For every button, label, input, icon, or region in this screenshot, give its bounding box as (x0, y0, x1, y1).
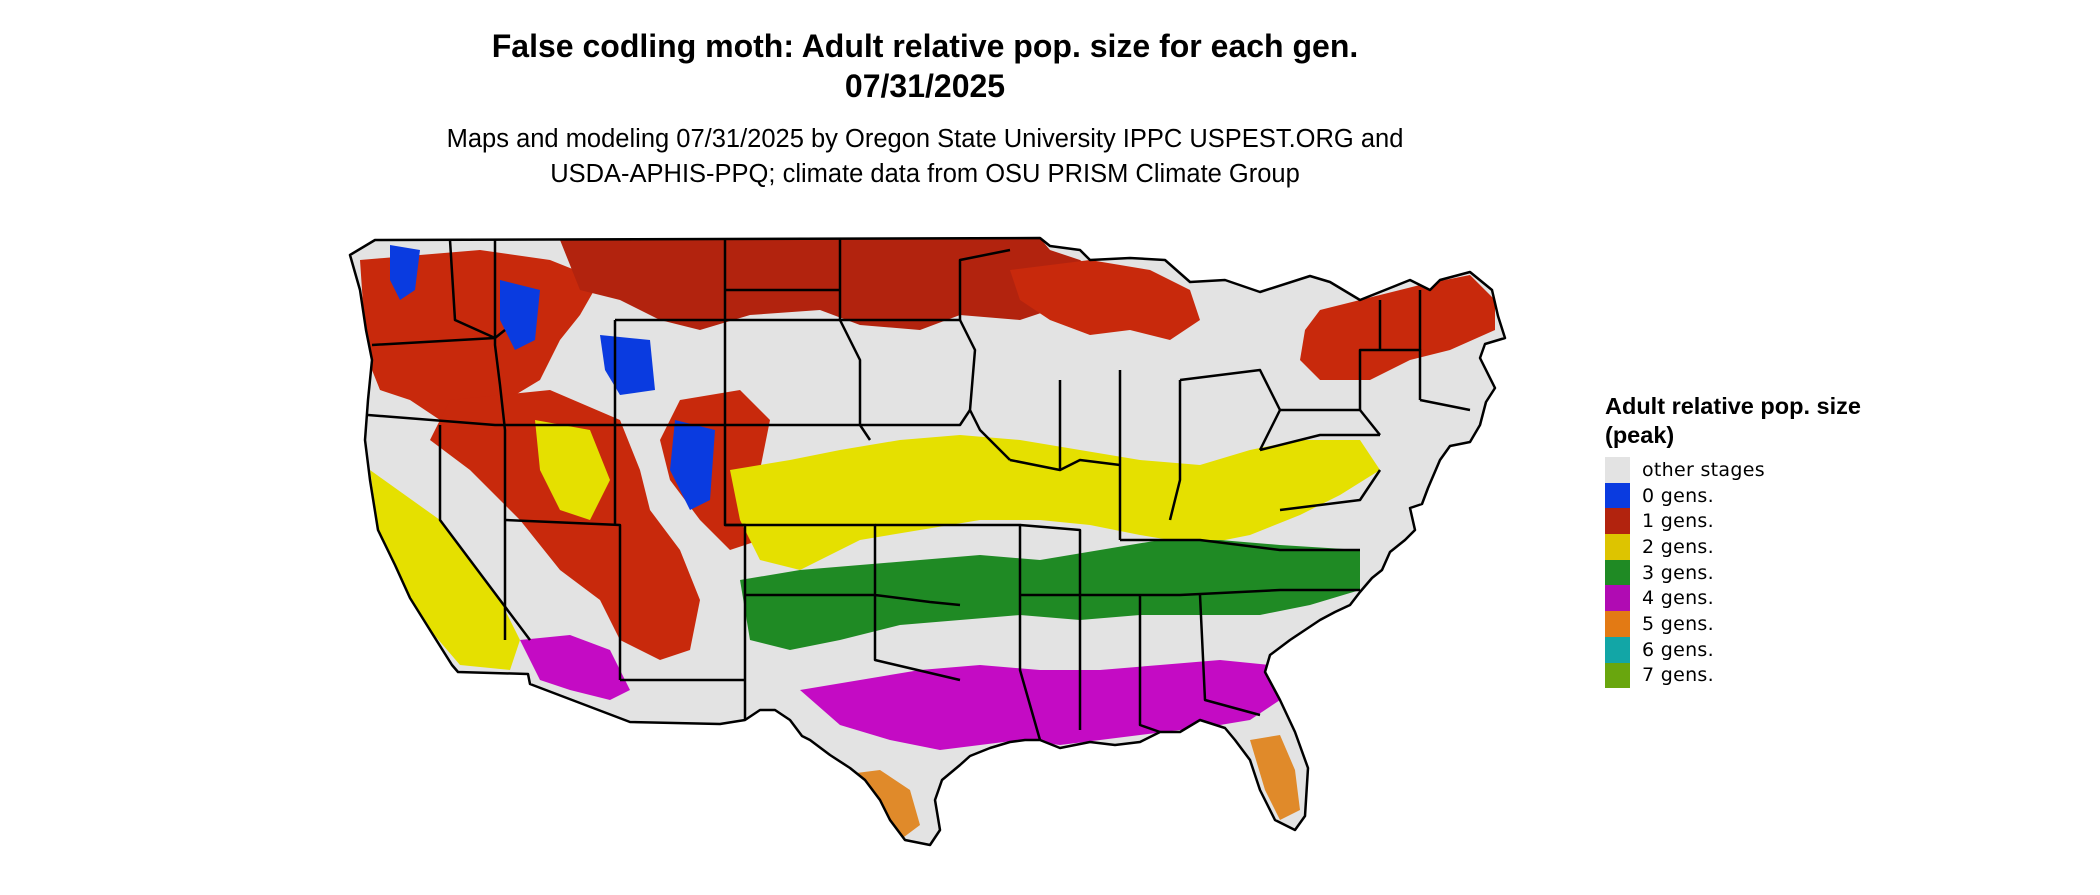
zone-1-gens-rockies (430, 390, 700, 660)
legend-item: 1 gens. (1605, 508, 1865, 535)
legend-label: 4 gens. (1642, 587, 1714, 610)
legend-label: 7 gens. (1642, 664, 1714, 687)
legend-item: 6 gens. (1605, 636, 1865, 663)
zone-2-gens-west (370, 420, 610, 670)
legend-item: 5 gens. (1605, 611, 1865, 637)
legend-swatch (1605, 508, 1630, 535)
legend-item: 3 gens. (1605, 559, 1865, 586)
zone-5-gens-florida (1250, 735, 1300, 820)
legend-label: 2 gens. (1642, 535, 1714, 558)
map-title-line-1: False codling moth: Adult relative pop. … (491, 28, 1359, 64)
legend-label: other stages (1642, 458, 1765, 481)
legend: Adult relative pop. size (peak) other st… (1605, 392, 1865, 689)
legend-swatch (1605, 534, 1630, 560)
map-title: False codling moth: Adult relative pop. … (0, 26, 1850, 106)
zone-1-gens-northern-plains (560, 238, 1100, 330)
zone-4-gens-southwest (520, 635, 630, 700)
legend-item: 4 gens. (1605, 585, 1865, 612)
legend-label: 3 gens. (1642, 561, 1714, 584)
legend-item: 0 gens. (1605, 482, 1865, 509)
map-subtitle-line-1: Maps and modeling 07/31/2025 by Oregon S… (446, 125, 1404, 153)
us-map-svg (348, 236, 1507, 847)
legend-label: 5 gens. (1642, 612, 1714, 635)
state-borders (348, 236, 1507, 847)
zone-2-gens-midwest (730, 435, 1380, 570)
legend-swatch (1605, 585, 1630, 612)
zone-1-gens-northeast (1300, 275, 1495, 380)
zone-1-gens-northwest (360, 250, 600, 420)
legend-label: 1 gens. (1642, 510, 1714, 533)
legend-item: other stages (1605, 457, 1865, 483)
legend-title: Adult relative pop. size (peak) (1605, 393, 1861, 448)
legend-swatch (1605, 611, 1630, 637)
legend-swatch (1605, 636, 1630, 663)
legend-label: 6 gens. (1642, 638, 1714, 661)
map-title-line-2: 07/31/2025 (844, 68, 1006, 104)
map-subtitle: Maps and modeling 07/31/2025 by Oregon S… (0, 122, 1850, 192)
zone-6-gens-keys (1235, 832, 1275, 845)
legend-item: 2 gens. (1605, 534, 1865, 560)
zone-1-gens-great-lakes (1010, 260, 1200, 340)
zone-4-gens-gulf (800, 660, 1280, 750)
legend-swatch (1605, 662, 1630, 689)
legend-item: 7 gens. (1605, 662, 1865, 689)
legend-swatch (1605, 559, 1630, 586)
legend-items: other stages 0 gens. 1 gens. 2 gens. 3 gens.… (1605, 457, 1865, 689)
us-map (320, 220, 1580, 890)
legend-swatch (1605, 482, 1630, 509)
legend-label: 0 gens. (1642, 484, 1714, 507)
map-subtitle-line-2: USDA-APHIS-PPQ; climate data from OSU PR… (550, 160, 1300, 188)
legend-swatch (1605, 457, 1630, 483)
